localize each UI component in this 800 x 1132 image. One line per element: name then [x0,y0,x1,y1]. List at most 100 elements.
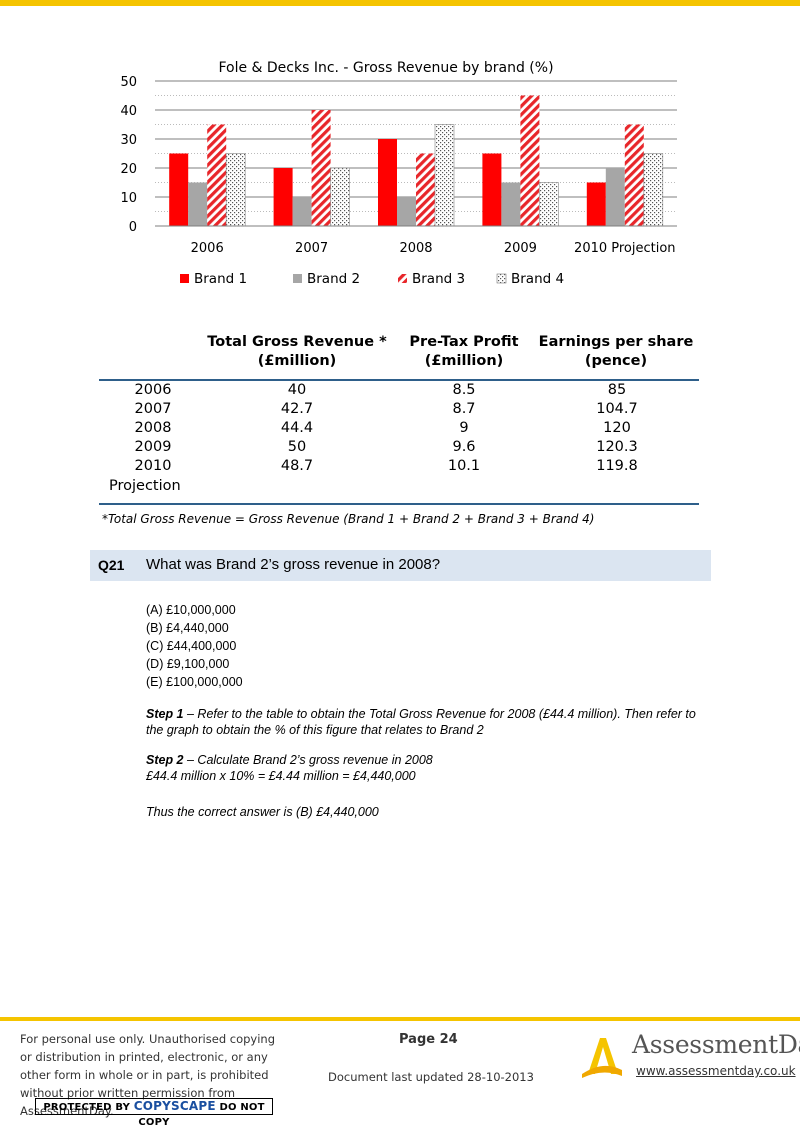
header-total-gross-revenue: Total Gross Revenue * (£million) [199,333,395,371]
cell-eps: 85 [607,382,627,398]
copyright-notice: For personal use only. Unauthorised copy… [20,1032,276,1118]
header-line: Pre-Tax Profit [409,334,519,350]
cell-revenue: 42.7 [280,401,314,417]
legend-swatch [180,274,189,283]
cell-revenue: 48.7 [280,458,314,474]
legend-swatch [398,274,407,283]
bar-brand-1-2008 [378,139,397,226]
bar-brand-2-2009 [501,182,521,226]
step-1: Step 1 – Refer to the table to obtain th… [146,706,706,738]
cell-year: 2006 [134,382,172,398]
y-tick-label: 40 [120,104,137,119]
copyscape-badge[interactable]: PROTECTED BY COPYSCAPE DO NOT COPY [35,1098,273,1128]
solution: Step 1 – Refer to the table to obtain th… [146,706,706,834]
financial-table: Total Gross Revenue * (£million) Pre-Tax… [99,333,699,505]
option-d: (D) £9,100,000 [146,657,230,671]
cell-year: 2010 [134,458,172,474]
chart-legend: Brand 1 Brand 2 Brand 3 Brand 4 [180,271,564,287]
legend-swatch [293,274,302,283]
bar-brand-3-2007 [311,110,331,226]
copyscape-brand: COPYSCAPE [133,1099,216,1113]
step-2: Step 2 – Calculate Brand 2’s gross reven… [146,752,706,784]
copyscape-post: DO NOT COPY [138,1102,265,1128]
cell-year: 2009 [134,439,172,455]
header-unit: (£million) [424,353,504,369]
assessmentday-logo-icon [582,1038,622,1078]
cell-year: 2007 [134,401,172,417]
bar-brand-2-2006 [188,182,208,226]
header-line: Total Gross Revenue * [207,334,387,350]
y-tick-label: 20 [120,162,137,177]
bar-brand-3-2008 [416,153,435,226]
table-row: 2007 42.7 8.7 104.7 [99,401,699,420]
table-header: Total Gross Revenue * (£million) Pre-Tax… [99,333,699,377]
cell-profit: 8.5 [452,382,476,398]
page-number: Page 24 [399,1032,458,1047]
bar-brand-1-2006 [169,153,189,226]
header-unit: (£million) [257,353,337,369]
bar-brand-4-2009 [539,182,559,227]
cell-projection-label: Projection [109,478,181,494]
x-tick-label: 2006 [191,241,224,256]
chart-title: Fole & Decks Inc. - Gross Revenue by bra… [218,60,553,76]
legend-label: Brand 2 [307,271,360,287]
header-pre-tax-profit: Pre-Tax Profit (£million) [399,333,529,371]
y-tick-label: 30 [120,133,137,148]
x-tick-label: 2009 [504,241,537,256]
cell-revenue: 50 [287,439,307,455]
x-tick-label: 2007 [295,241,328,256]
brand-name: AssessmentDay [632,1030,800,1059]
bar-brand-4-2007 [330,167,350,227]
legend-label: Brand 4 [511,271,564,287]
last-updated: Document last updated 28-10-2013 [328,1070,534,1084]
legend-label: Brand 1 [194,271,247,287]
table-row: 2009 50 9.6 120.3 [99,439,699,458]
cell-revenue: 44.4 [280,420,314,436]
brand-url-link[interactable]: www.assessmentday.co.uk [636,1064,796,1078]
legend-swatch [496,273,507,284]
table-footnote: *Total Gross Revenue = Gross Revenue (Br… [102,512,595,526]
x-tick-label: 2010 Projection [574,241,676,256]
bar-brand-3-2010-projection [624,124,644,226]
step-1-text: – Refer to the table to obtain the Total… [146,707,696,737]
bar-brand-2-2008 [397,197,416,226]
chart-bars [169,95,664,227]
table-row: 2008 44.4 9 120 [99,420,699,439]
question-number: Q21 [98,557,125,573]
conclusion: Thus the correct answer is (B) £4,440,00… [146,805,379,819]
y-tick-label: 50 [120,75,137,90]
answer-options: (A) £10,000,000 (B) £4,440,000 (C) £44,4… [146,601,243,691]
cell-profit: 8.7 [452,401,476,417]
question-text: What was Brand 2’s gross revenue in 2008… [146,556,441,573]
bar-brand-1-2009 [482,153,502,226]
option-c: (C) £44,400,000 [146,639,237,653]
table-top-rule [99,379,699,381]
table-row: 2006 40 8.5 85 [99,382,699,401]
step-2-label: Step 2 [146,753,184,767]
cell-year: 2008 [134,420,172,436]
cell-eps: 119.8 [596,458,638,474]
cell-eps: 120.3 [596,439,638,455]
bar-brand-3-2006 [207,124,227,226]
footer-accent-bar [0,1017,800,1021]
bar-brand-4-2010-projection [643,153,664,227]
step-2-text: – Calculate Brand 2’s gross revenue in 2… [183,753,433,767]
chart-x-axis: 2006 2007 2008 2009 2010 Projection [155,225,677,256]
table-row: 2010 48.7 10.1 119.8 [99,458,699,477]
top-accent-bar [0,0,800,6]
bar-brand-2-2007 [292,197,312,226]
cell-profit: 9 [459,420,469,436]
table-bottom-rule [99,503,699,505]
option-b: (B) £4,440,000 [146,621,229,635]
bar-brand-3-2009 [520,95,540,226]
step-2-calculation: £44.4 million x 10% = £4.44 million = £4… [146,769,416,783]
gross-revenue-chart: Fole & Decks Inc. - Gross Revenue by bra… [120,60,677,287]
chart-y-axis: 0 10 20 30 40 50 [120,75,137,235]
x-tick-label: 2008 [399,241,432,256]
header-earnings-per-share: Earnings per share (pence) [533,333,699,371]
y-tick-label: 10 [120,191,137,206]
header-line: Earnings per share [538,334,694,350]
step-1-label: Step 1 [146,707,184,721]
cell-eps: 104.7 [596,401,638,417]
bar-brand-1-2007 [273,168,293,226]
